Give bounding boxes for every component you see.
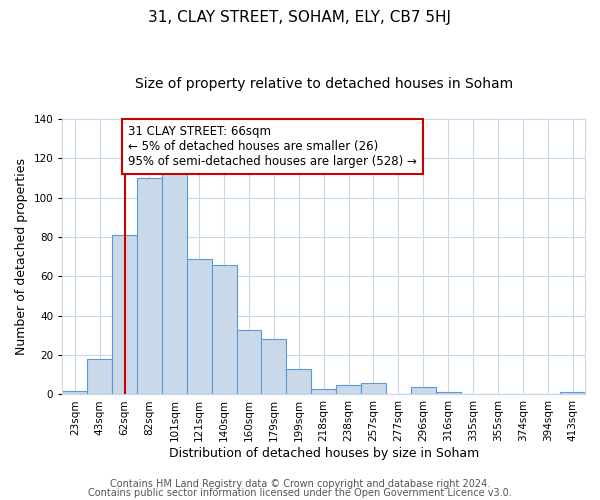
- Text: 31 CLAY STREET: 66sqm
← 5% of detached houses are smaller (26)
95% of semi-detac: 31 CLAY STREET: 66sqm ← 5% of detached h…: [128, 125, 417, 168]
- Bar: [311, 388, 336, 394]
- Text: Contains HM Land Registry data © Crown copyright and database right 2024.: Contains HM Land Registry data © Crown c…: [110, 479, 490, 489]
- Bar: [236, 330, 262, 394]
- Bar: [87, 359, 112, 394]
- Bar: [212, 264, 236, 394]
- Bar: [336, 384, 361, 394]
- Bar: [62, 390, 87, 394]
- Bar: [262, 340, 286, 394]
- Title: Size of property relative to detached houses in Soham: Size of property relative to detached ho…: [134, 78, 513, 92]
- Bar: [411, 386, 436, 394]
- Bar: [361, 382, 386, 394]
- Bar: [187, 258, 212, 394]
- Text: 31, CLAY STREET, SOHAM, ELY, CB7 5HJ: 31, CLAY STREET, SOHAM, ELY, CB7 5HJ: [149, 10, 452, 25]
- Bar: [286, 369, 311, 394]
- Bar: [137, 178, 162, 394]
- Bar: [560, 392, 585, 394]
- Bar: [112, 235, 137, 394]
- X-axis label: Distribution of detached houses by size in Soham: Distribution of detached houses by size …: [169, 447, 479, 460]
- Bar: [436, 392, 461, 394]
- Bar: [162, 170, 187, 394]
- Text: Contains public sector information licensed under the Open Government Licence v3: Contains public sector information licen…: [88, 488, 512, 498]
- Y-axis label: Number of detached properties: Number of detached properties: [15, 158, 28, 356]
